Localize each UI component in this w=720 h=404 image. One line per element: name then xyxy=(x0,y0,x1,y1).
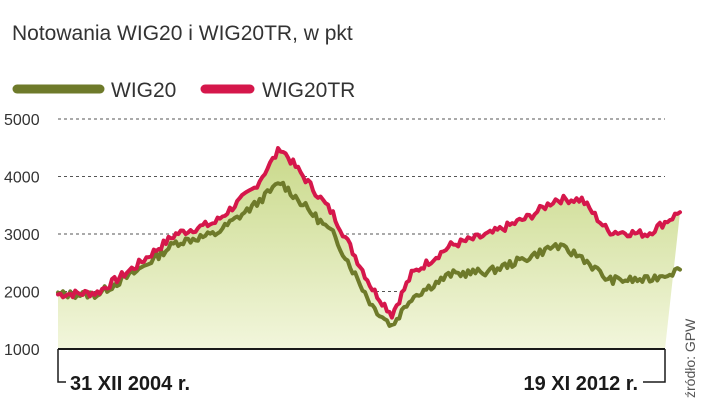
series-line-wig20tr xyxy=(56,146,682,320)
y-tick-label: 4000 xyxy=(4,170,40,187)
legend: WIG20 WIG20TR xyxy=(12,79,355,102)
series-line-wig20 xyxy=(56,180,682,328)
y-tick-label: 2000 xyxy=(4,285,40,302)
legend-label-wig20: WIG20 xyxy=(111,79,176,102)
start-date-label: 31 XII 2004 r. xyxy=(70,373,190,395)
y-axis: 5000 4000 3000 2000 1000 xyxy=(4,112,40,359)
end-date-label: 19 XI 2012 r. xyxy=(523,373,638,395)
y-tick-label: 3000 xyxy=(4,227,40,244)
area-fill xyxy=(58,148,680,349)
start-date-bracket xyxy=(57,349,66,383)
chart-title: Notowania WIG20 i WIG20TR, w pkt xyxy=(12,22,353,45)
source-label: źródło: GPW xyxy=(682,318,698,398)
y-tick-label: 5000 xyxy=(4,112,40,129)
y-tick-label: 1000 xyxy=(4,342,40,359)
legend-label-wig20tr: WIG20TR xyxy=(262,79,355,102)
end-date-bracket xyxy=(643,349,666,383)
